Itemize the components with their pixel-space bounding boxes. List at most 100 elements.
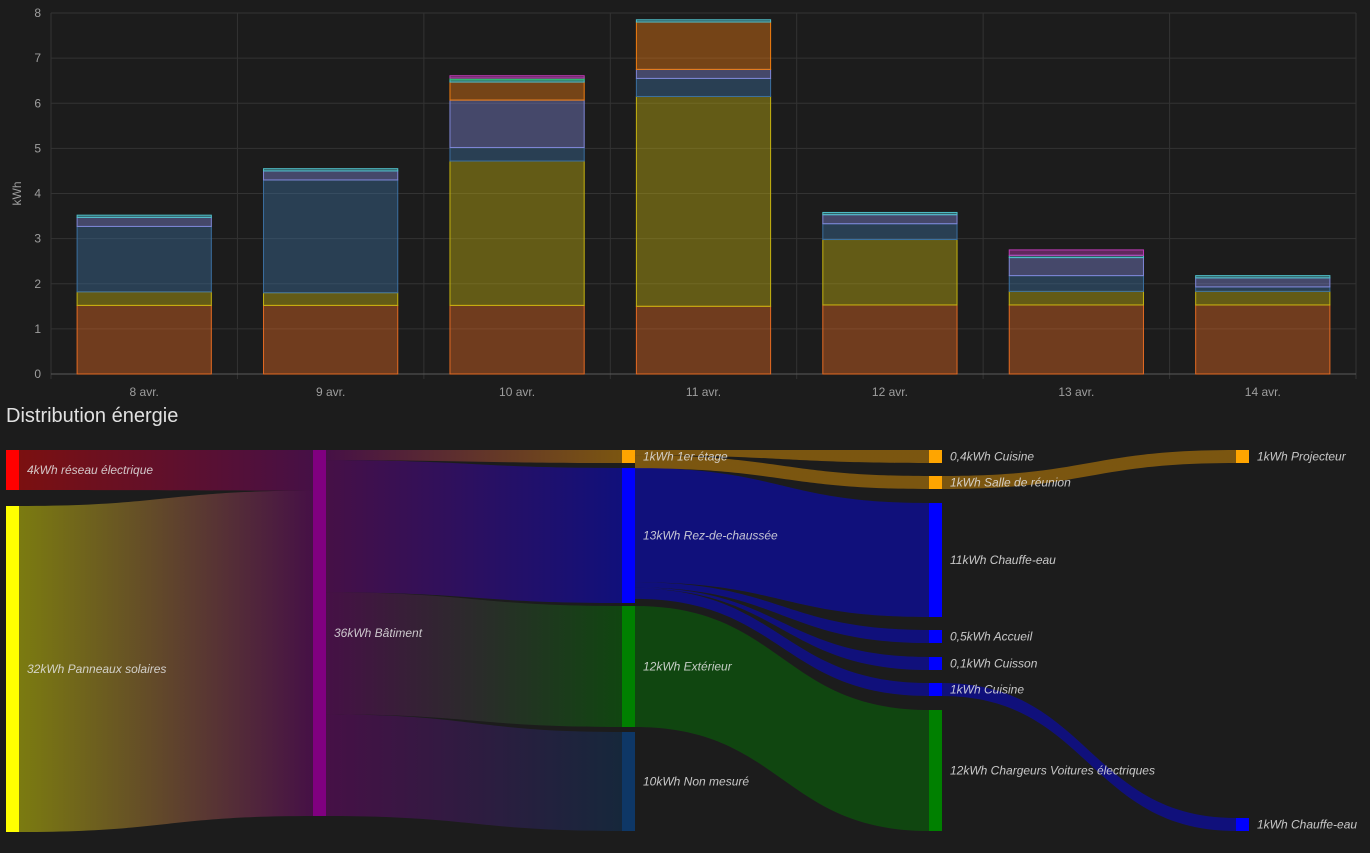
bar-segment[interactable] bbox=[449, 99, 585, 148]
bar-segment[interactable] bbox=[76, 291, 212, 306]
sankey-node-label: 4kWh réseau électrique bbox=[27, 463, 153, 477]
x-tick-label: 14 avr. bbox=[1245, 385, 1281, 399]
sankey-node-batiment[interactable] bbox=[313, 450, 326, 816]
bar-segment[interactable] bbox=[449, 81, 585, 101]
bar-segment[interactable] bbox=[1008, 249, 1144, 256]
y-tick-label: 0 bbox=[34, 367, 41, 381]
sankey-node-cuisson[interactable] bbox=[929, 657, 942, 670]
bar-segment[interactable] bbox=[1008, 257, 1144, 277]
sankey-node-label: 1kWh Projecteur bbox=[1257, 450, 1347, 464]
bar-segment[interactable] bbox=[1008, 304, 1144, 375]
y-tick-label: 2 bbox=[34, 277, 41, 291]
bar-segment[interactable] bbox=[822, 211, 958, 216]
sankey-link-etage1-cuisine1[interactable] bbox=[635, 450, 929, 463]
y-tick-label: 5 bbox=[34, 141, 41, 155]
x-tick-label: 13 avr. bbox=[1058, 385, 1094, 399]
sankey-links bbox=[19, 450, 1236, 832]
x-tick-label: 12 avr. bbox=[872, 385, 908, 399]
sankey-node-cuisine2[interactable] bbox=[929, 683, 942, 696]
sankey-link-batiment-exterieur[interactable] bbox=[326, 592, 622, 727]
x-tick-label: 8 avr. bbox=[130, 385, 159, 399]
bar-segment[interactable] bbox=[76, 304, 212, 375]
sankey-node-chauffeeau2[interactable] bbox=[1236, 818, 1249, 831]
bar-segment[interactable] bbox=[635, 305, 772, 375]
sankey-link-batiment-rdc[interactable] bbox=[326, 460, 622, 603]
bar-segment[interactable] bbox=[635, 21, 772, 70]
y-tick-label: 3 bbox=[34, 232, 41, 246]
bar-segment[interactable] bbox=[263, 304, 399, 375]
sankey-node-exterieur[interactable] bbox=[622, 606, 635, 727]
sankey-link-batiment-nonmesure[interactable] bbox=[326, 714, 622, 831]
bar-segment[interactable] bbox=[635, 19, 772, 23]
bar-segment[interactable] bbox=[449, 75, 585, 79]
bar-segment[interactable] bbox=[822, 239, 958, 306]
bar-segment[interactable] bbox=[635, 77, 772, 97]
sankey-link-etage1-reunion[interactable] bbox=[635, 455, 929, 489]
sankey-node-rdc[interactable] bbox=[622, 468, 635, 603]
sankey-node-cuisine1[interactable] bbox=[929, 450, 942, 463]
sankey-node-label: 13kWh Rez-de-chaussée bbox=[643, 529, 778, 543]
bar-segment[interactable] bbox=[635, 68, 772, 79]
bar-segment[interactable] bbox=[263, 170, 399, 181]
sankey-node-projecteur[interactable] bbox=[1236, 450, 1249, 463]
bar-segment[interactable] bbox=[76, 216, 212, 227]
bar-segment[interactable] bbox=[822, 214, 958, 225]
bar-segment[interactable] bbox=[822, 223, 958, 241]
sankey-node-label: 11kWh Chauffe-eau bbox=[950, 553, 1056, 567]
sankey-node-label: 1kWh Cuisine bbox=[950, 683, 1024, 697]
sankey-node-label: 0,4kWh Cuisine bbox=[950, 450, 1034, 464]
sankey-node-label: 1kWh Salle de réunion bbox=[950, 476, 1071, 490]
sankey-link-rdc-accueil[interactable] bbox=[635, 582, 929, 643]
sankey-node-label: 32kWh Panneaux solaires bbox=[27, 662, 166, 676]
bar-segment[interactable] bbox=[635, 95, 772, 307]
sankey-node-etage1[interactable] bbox=[622, 450, 635, 463]
bar-segment[interactable] bbox=[263, 168, 399, 172]
x-tick-label: 10 avr. bbox=[499, 385, 535, 399]
sankey-node-label: 1kWh 1er étage bbox=[643, 450, 728, 464]
bar-segment[interactable] bbox=[1195, 290, 1331, 306]
x-tick-label: 9 avr. bbox=[316, 385, 345, 399]
section-title: Distribution énergie bbox=[6, 405, 179, 427]
energy-sankey-diagram: 4kWh réseau électrique 32kWh Panneaux sol… bbox=[6, 450, 1357, 832]
sankey-node-label: 12kWh Chargeurs Voitures électriques bbox=[950, 764, 1155, 778]
sankey-nodes: 4kWh réseau électrique 32kWh Panneaux sol… bbox=[6, 450, 1357, 832]
sankey-node-chargeurs[interactable] bbox=[929, 710, 942, 831]
y-tick-label: 7 bbox=[34, 51, 41, 65]
bar-segment[interactable] bbox=[449, 304, 585, 375]
y-tick-label: 6 bbox=[34, 96, 41, 110]
bar-segment[interactable] bbox=[1195, 304, 1331, 375]
sankey-link-rdc-cuisson[interactable] bbox=[635, 587, 929, 670]
sankey-link-batiment-etage1[interactable] bbox=[326, 450, 622, 463]
bar-segment[interactable] bbox=[822, 304, 958, 375]
sankey-node-reunion[interactable] bbox=[929, 476, 942, 489]
grid-lines bbox=[50, 12, 1357, 379]
x-tick-label: 11 avr. bbox=[686, 385, 721, 399]
bar-segment[interactable] bbox=[449, 160, 585, 306]
bar-segment[interactable] bbox=[1195, 275, 1331, 279]
sankey-node-accueil[interactable] bbox=[929, 630, 942, 643]
sankey-link-reunion-projecteur[interactable] bbox=[942, 450, 1236, 489]
sankey-link-exterieur-chargeurs[interactable] bbox=[635, 606, 929, 831]
sankey-node-nonmesure[interactable] bbox=[622, 732, 635, 831]
bar-segment[interactable] bbox=[76, 225, 212, 293]
bar-segment[interactable] bbox=[76, 214, 212, 218]
y-axis-label: kWh bbox=[10, 182, 24, 206]
bar-segment[interactable] bbox=[263, 292, 399, 306]
sankey-link-rdc-chauffeeau1[interactable] bbox=[635, 468, 929, 617]
sankey-link-reseau-batiment[interactable] bbox=[19, 450, 313, 491]
sankey-node-label: 0,1kWh Cuisson bbox=[950, 657, 1038, 671]
sankey-link-rdc-cuisine2[interactable] bbox=[635, 588, 929, 696]
sankey-link-cuisine2-chauffeeau2[interactable] bbox=[942, 683, 1236, 831]
bar-segment[interactable] bbox=[1195, 277, 1331, 288]
bar-segment[interactable] bbox=[263, 179, 399, 294]
sankey-node-chauffeeau1[interactable] bbox=[929, 503, 942, 617]
sankey-node-solaire[interactable] bbox=[6, 506, 19, 832]
bar-segment[interactable] bbox=[1008, 275, 1144, 292]
sankey-node-reseau[interactable] bbox=[6, 450, 19, 490]
bar-segment[interactable] bbox=[449, 146, 585, 162]
bar-segment[interactable] bbox=[1195, 286, 1331, 292]
sankey-link-solaire-batiment[interactable] bbox=[19, 490, 313, 832]
bar-segment[interactable] bbox=[1008, 290, 1144, 306]
y-tick-label: 4 bbox=[34, 187, 41, 201]
y-tick-label: 1 bbox=[34, 322, 41, 336]
